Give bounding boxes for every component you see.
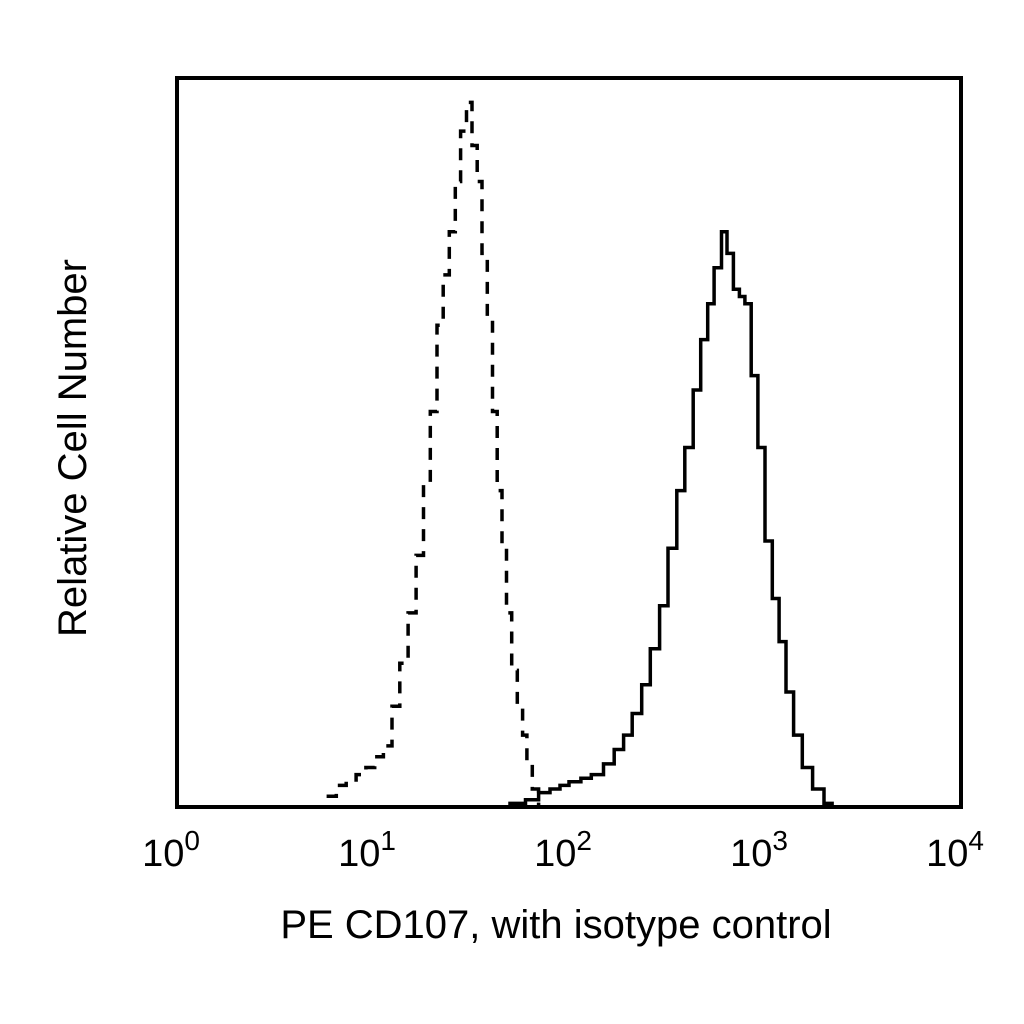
isotype-control-histogram	[326, 100, 541, 807]
plot-area	[326, 100, 834, 809]
x-tick-label: 103	[730, 825, 788, 875]
plot-frame	[175, 76, 963, 809]
x-tick-label: 102	[534, 825, 592, 875]
x-tick-label: 100	[142, 825, 200, 875]
x-tick-labels: 100 101 102 103 104	[142, 825, 984, 875]
cd107-histogram	[491, 230, 834, 809]
x-tick-label: 101	[338, 825, 396, 875]
y-axis-label: Relative Cell Number	[51, 259, 95, 637]
x-tick-label: 104	[926, 825, 984, 875]
x-axis-label: PE CD107, with isotype control	[280, 903, 831, 947]
